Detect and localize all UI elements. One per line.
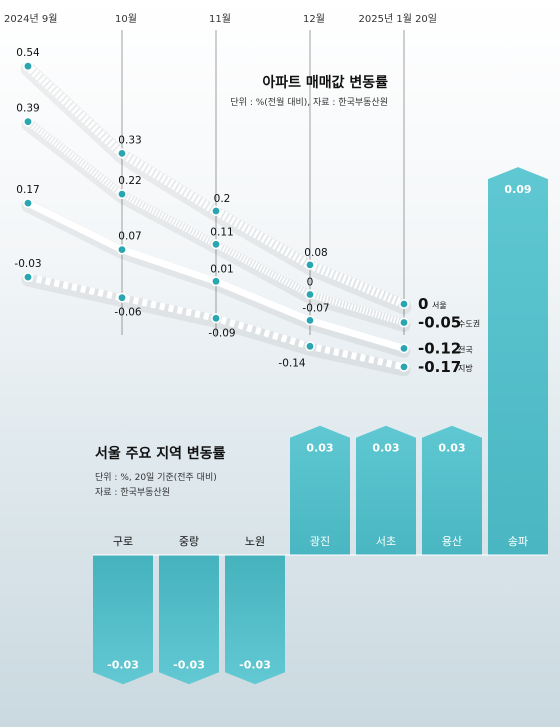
bar-value-label: 0.03 (306, 442, 333, 455)
bar-value-label: 0.03 (438, 442, 465, 455)
month-label: 12월 (303, 13, 325, 25)
data-label: -0.03 (14, 258, 41, 270)
end-value-label: -0.12 (418, 339, 461, 357)
data-label: 0.2 (214, 193, 231, 205)
month-label: 2024년 9월 (4, 13, 57, 25)
bar-value-label: -0.03 (107, 658, 139, 671)
data-label: 0.39 (16, 103, 39, 115)
data-label: 0.17 (16, 184, 39, 196)
bar-category-label: 광진 (310, 535, 330, 548)
data-point (22, 198, 33, 209)
month-label: 2025년 1월 20일 (359, 13, 438, 25)
data-point (304, 341, 315, 352)
end-value-label: -0.17 (418, 358, 461, 376)
data-point (211, 239, 222, 250)
bar-chart-note-unit: 단위 : %, 20일 기준(전주 대비) (95, 472, 217, 483)
bar-value-label: -0.03 (173, 658, 205, 671)
data-label: -0.06 (114, 307, 141, 319)
end-value-label: 0 (418, 295, 428, 313)
bar-value-label: 0.03 (372, 442, 399, 455)
data-label: 0.11 (210, 226, 233, 238)
data-point (398, 343, 409, 354)
data-point (304, 289, 315, 300)
data-label: 0.22 (118, 175, 141, 187)
data-label: 0.33 (118, 134, 141, 146)
month-label: 11월 (209, 13, 231, 25)
data-point (211, 313, 222, 324)
data-point (117, 292, 128, 303)
data-point (22, 272, 33, 283)
data-label: 0.07 (118, 231, 141, 243)
end-value-label: -0.05 (418, 314, 461, 332)
data-point (22, 116, 33, 127)
line-chart-note: 단위 : %(전월 대비), 자료 : 한국부동산원 (230, 96, 388, 108)
bar-광진 (290, 425, 350, 555)
data-label: -0.09 (208, 327, 235, 339)
data-label: 0.08 (304, 247, 327, 259)
data-point (117, 244, 128, 255)
bar-chart-title: 서울 주요 지역 변동률 (95, 445, 226, 462)
line-chart-title: 아파트 매매값 변동률 (262, 74, 388, 91)
data-label: 0.54 (16, 47, 40, 59)
series-name-label: 수도권 (458, 319, 480, 329)
bar-구로 (93, 555, 153, 685)
bar-용산 (422, 425, 482, 555)
data-point (211, 206, 222, 217)
series-name-label: 서울 (432, 301, 447, 310)
bar-노원 (225, 555, 285, 685)
bar-chart-note-source: 자료 : 한국부동산원 (95, 487, 170, 498)
bar-value-label: 0.09 (504, 183, 531, 196)
data-point (117, 189, 128, 200)
bar-value-label: -0.03 (239, 658, 271, 671)
data-point (304, 259, 315, 270)
data-point (398, 361, 409, 372)
bar-category-label: 송파 (508, 535, 528, 548)
data-label: -0.07 (302, 302, 329, 314)
data-point (304, 315, 315, 326)
series-name-label: 전국 (458, 344, 473, 354)
data-point (211, 276, 222, 287)
bar-category-label: 노원 (245, 535, 265, 548)
series-name-label: 지방 (458, 363, 473, 373)
bar-category-label: 용산 (442, 535, 462, 548)
data-point (398, 317, 409, 328)
bar-category-label: 구로 (113, 535, 133, 548)
data-label: 0 (307, 277, 314, 289)
bar-송파 (488, 167, 548, 555)
bar-서초 (356, 425, 416, 555)
data-label: -0.14 (278, 357, 305, 369)
bar-중랑 (159, 555, 219, 685)
bar-category-label: 중랑 (179, 535, 199, 548)
data-point (117, 148, 128, 159)
data-point (22, 61, 33, 72)
data-point (398, 298, 409, 309)
bar-category-label: 서초 (376, 535, 396, 548)
month-label: 10월 (115, 13, 137, 25)
data-label: 0.01 (210, 263, 233, 275)
